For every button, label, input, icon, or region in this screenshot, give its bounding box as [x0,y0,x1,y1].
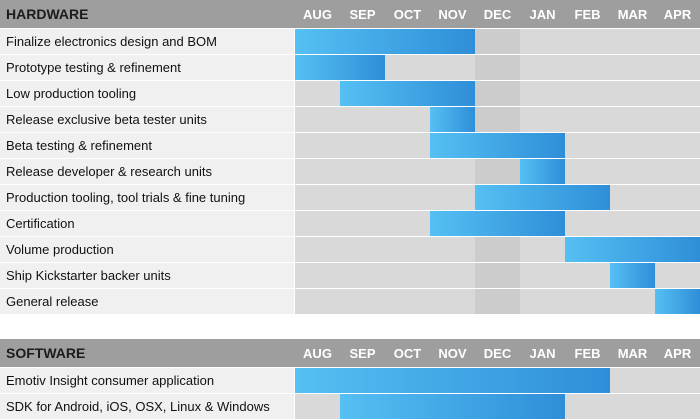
task-label-cell [0,185,294,210]
software-month-sep: SEP [349,346,375,361]
task-bar [295,55,385,80]
highlight-column-cell [475,289,520,314]
hardware-month-sep: SEP [349,7,375,22]
task-label-cell [0,263,294,288]
task-bar [340,394,565,419]
software-month-nov: NOV [438,346,467,361]
task-label-cell [0,107,294,132]
highlight-column-cell [475,237,520,262]
software-month-aug: AUG [303,346,332,361]
task-label: Production tooling, tool trials & fine t… [6,190,245,205]
highlight-column-cell [475,81,520,106]
hardware-month-jan: JAN [529,7,555,22]
software-month-apr: APR [664,346,692,361]
highlight-column-cell [475,159,520,184]
task-label-cell [0,55,294,80]
task-label: Volume production [6,242,114,257]
task-label-cell [0,133,294,158]
task-label-cell [0,29,294,54]
hardware-month-feb: FEB [575,7,601,22]
task-bar [430,211,565,236]
task-label-cell [0,211,294,236]
software-month-jan: JAN [529,346,555,361]
task-bar [295,29,475,54]
software-month-feb: FEB [575,346,601,361]
task-label: Ship Kickstarter backer units [6,268,171,283]
hardware-month-oct: OCT [394,7,422,22]
hardware-header-bar [0,0,700,28]
highlight-column-cell [475,263,520,288]
task-label-cell [0,237,294,262]
task-label-cell [0,289,294,314]
task-bar [340,81,475,106]
software-month-dec: DEC [484,346,512,361]
task-bar [430,107,475,132]
task-label: Finalize electronics design and BOM [6,34,217,49]
task-label: Release exclusive beta tester units [6,112,207,127]
task-bar [430,133,565,158]
task-bar [655,289,700,314]
highlight-column-cell [475,55,520,80]
task-label: SDK for Android, iOS, OSX, Linux & Windo… [6,399,270,414]
task-bar [295,368,610,393]
task-bar [520,159,565,184]
highlight-column-cell [475,107,520,132]
software-month-mar: MAR [618,346,648,361]
task-bar [565,237,700,262]
task-label-cell [0,394,294,419]
task-label: Certification [6,216,75,231]
task-bar [610,263,655,288]
task-label: General release [6,294,99,309]
software-section-title: SOFTWARE [6,345,85,361]
task-label: Prototype testing & refinement [6,60,181,75]
hardware-month-aug: AUG [303,7,332,22]
task-bar [475,185,610,210]
software-month-oct: OCT [394,346,422,361]
hardware-month-nov: NOV [438,7,467,22]
task-label: Beta testing & refinement [6,138,152,153]
hardware-section-title: HARDWARE [6,6,88,22]
hardware-month-apr: APR [664,7,692,22]
highlight-column-cell [475,29,520,54]
hardware-month-dec: DEC [484,7,512,22]
software-header-bar [0,339,700,367]
task-label-cell [0,159,294,184]
task-label-cell [0,81,294,106]
task-label: Low production tooling [6,86,136,101]
hardware-month-mar: MAR [618,7,648,22]
task-label: Release developer & research units [6,164,212,179]
task-label-cell [0,368,294,393]
task-label: Emotiv Insight consumer application [6,373,214,388]
